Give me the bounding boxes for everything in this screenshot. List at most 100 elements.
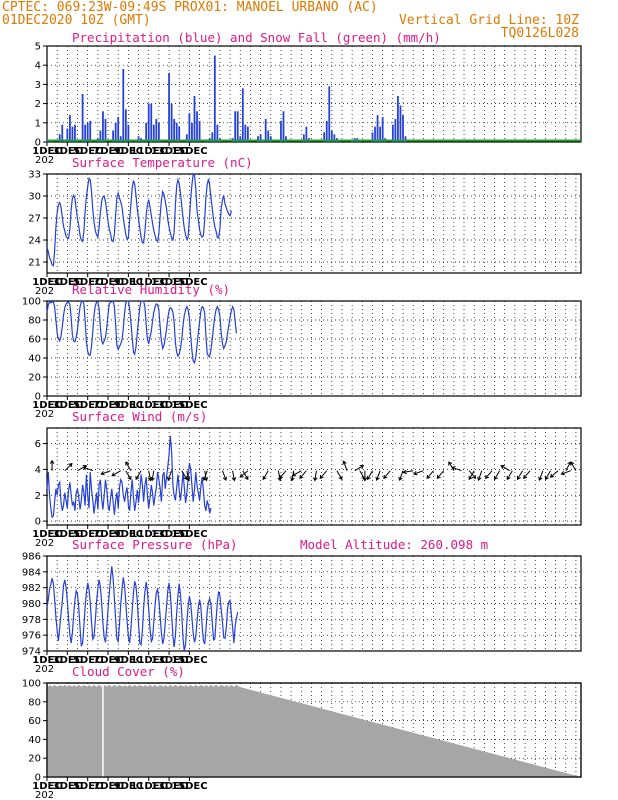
precip-bar xyxy=(86,122,89,142)
wind-arrow xyxy=(64,462,73,472)
x-tick-label: 5DEC xyxy=(73,529,102,540)
y-tick-label: 2 xyxy=(35,99,41,110)
y-tick-label: 20 xyxy=(28,373,41,384)
precip-bar xyxy=(391,124,394,142)
precip-bar xyxy=(150,103,153,142)
rh-line xyxy=(46,300,237,365)
precip-bar xyxy=(66,128,69,142)
wind-arrow xyxy=(49,459,55,471)
precip-bar xyxy=(112,130,115,142)
y-tick-label: 978 xyxy=(22,615,41,626)
temp-line xyxy=(46,172,232,267)
wind-arrow xyxy=(336,470,343,481)
precip-bar xyxy=(216,124,219,142)
precip-bar xyxy=(376,115,379,142)
x-year-label: 202 xyxy=(35,286,54,297)
panel-rh: 0 20 40 60 80 100 1DEC3DEC5DEC7DEC9DEC11DEC13D… xyxy=(22,282,582,420)
y-tick-label: 33 xyxy=(28,170,41,181)
x-tick-label: 13DEC xyxy=(151,400,187,411)
y-tick-label: 986 xyxy=(22,552,41,563)
wind-arrow xyxy=(278,470,287,480)
precip-bar xyxy=(302,134,305,142)
x-year-label: 202 xyxy=(35,155,54,166)
wind-arrow xyxy=(468,470,475,481)
y-tick-label: 60 xyxy=(28,335,41,346)
wind-arrow xyxy=(398,470,404,481)
x-tick-label: 3DEC xyxy=(53,529,82,540)
precip-bar xyxy=(119,136,122,142)
wind-arrow xyxy=(166,470,173,481)
wind-arrow xyxy=(362,470,368,482)
wind-arrow xyxy=(111,470,121,477)
wind-arrow xyxy=(413,470,424,476)
y-tick-label: 100 xyxy=(22,297,41,308)
precip-bar xyxy=(244,124,247,142)
precip-bar xyxy=(267,130,270,142)
y-tick-label: 30 xyxy=(28,192,41,203)
cloud-cover-area xyxy=(47,684,581,777)
y-tick-label: 980 xyxy=(22,599,41,610)
x-tick-label: 11DEC xyxy=(131,277,167,288)
precip-bar xyxy=(137,136,140,142)
plot-frame xyxy=(46,300,582,397)
wind-arrow xyxy=(402,469,414,475)
x-tick-label: 5DEC xyxy=(73,400,102,411)
x-tick-label: 7DEC xyxy=(93,781,122,792)
precip-bar xyxy=(99,130,102,142)
precip-bar xyxy=(404,136,407,142)
x-tick-label: 15DEC xyxy=(171,400,207,411)
panel-precip: 0 1 2 3 4 5 1DEC3DEC5DEC7DEC9DEC11DEC13DEC15DE… xyxy=(32,30,582,166)
wind-arrow xyxy=(342,460,348,471)
precip-bar xyxy=(379,126,382,142)
panel-temp: 21 24 27 30 33 1DEC3DEC5DEC7DEC9DEC11DEC13DEC… xyxy=(28,155,582,297)
wind-arrow xyxy=(125,470,132,481)
panel-title: Relative Humidity (%) xyxy=(72,282,230,297)
panel-cloud: 0 20 40 60 80 100 1DEC3DEC5DEC7DEC9DEC11DEC13D… xyxy=(22,664,582,800)
x-tick-label: 15DEC xyxy=(171,277,207,288)
wind-arrow xyxy=(494,470,501,481)
wind-line xyxy=(46,435,212,519)
x-tick-label: 15DEC xyxy=(171,529,207,540)
precip-bar xyxy=(84,124,87,142)
x-tick-label: 7DEC xyxy=(93,529,122,540)
precip-bar xyxy=(236,111,239,142)
precip-bar xyxy=(191,122,193,142)
precip-bar xyxy=(257,136,259,142)
x-tick-label: 15DEC xyxy=(171,781,207,792)
panel-annotation: Model Altitude: 260.098 m xyxy=(300,537,488,552)
x-tick-label: 1DEC xyxy=(32,529,61,540)
y-tick-label: 24 xyxy=(28,236,41,247)
x-tick-label: 3DEC xyxy=(53,400,82,411)
x-tick-label: 1DEC xyxy=(32,146,61,157)
precip-bar xyxy=(147,103,150,142)
plot-frame xyxy=(46,173,582,274)
precip-bar xyxy=(211,132,214,142)
y-tick-label: 0 xyxy=(35,138,41,149)
precip-bar xyxy=(330,130,333,142)
wind-arrow xyxy=(291,470,302,477)
wind-arrow xyxy=(135,470,142,481)
precip-bar xyxy=(188,113,191,142)
wind-arrow xyxy=(299,470,307,480)
precip-bar xyxy=(333,134,336,142)
x-tick-label: 11DEC xyxy=(131,655,167,666)
wind-arrow xyxy=(516,470,523,481)
wind-arrow xyxy=(354,465,365,472)
precip-bar xyxy=(173,118,176,142)
wind-arrow xyxy=(202,470,208,481)
x-tick-label: 13DEC xyxy=(151,781,187,792)
y-tick-label: 974 xyxy=(22,647,41,658)
x-tick-label: 1DEC xyxy=(32,400,61,411)
precip-bar xyxy=(259,134,262,142)
plot-frame xyxy=(46,427,582,526)
precip-bar xyxy=(114,122,117,142)
y-tick-label: 4 xyxy=(35,61,41,72)
y-tick-label: 40 xyxy=(28,735,41,746)
x-tick-label: 7DEC xyxy=(93,655,122,666)
precip-bar xyxy=(185,134,188,142)
panel-title: Surface Wind (m/s) xyxy=(72,409,207,424)
wind-arrow xyxy=(451,466,462,472)
y-tick-label: 0 xyxy=(35,392,41,403)
wind-arrow xyxy=(538,470,544,481)
